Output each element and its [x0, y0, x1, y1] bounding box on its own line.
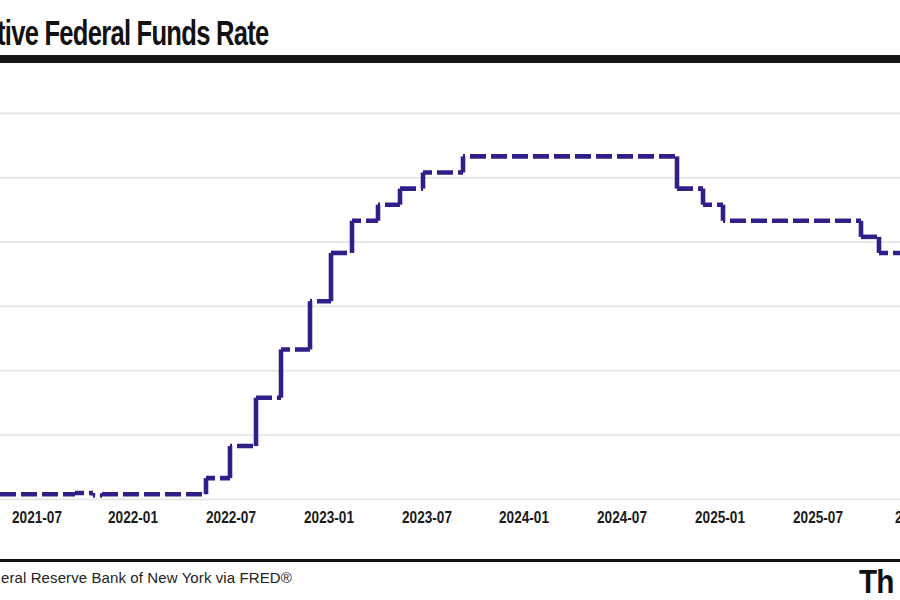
- x-tick-label: 2023-07: [402, 508, 452, 528]
- x-tick-label: 2: [895, 508, 900, 528]
- x-tick-label: 2022-07: [206, 508, 256, 528]
- footer-divider: [0, 559, 900, 562]
- x-tick-label: 2021-07: [12, 508, 62, 528]
- x-tick-label: 2024-01: [499, 508, 549, 528]
- x-tick-label: 2023-01: [304, 508, 354, 528]
- x-tick-label: 2024-07: [597, 508, 647, 528]
- source-attribution: eral Reserve Bank of New York via FRED®: [1, 569, 292, 586]
- x-tick-label: 2022-01: [108, 508, 158, 528]
- x-tick-label: 2025-01: [695, 508, 745, 528]
- x-tick-label: 2025-07: [793, 508, 843, 528]
- publisher-logo: Th: [859, 563, 893, 600]
